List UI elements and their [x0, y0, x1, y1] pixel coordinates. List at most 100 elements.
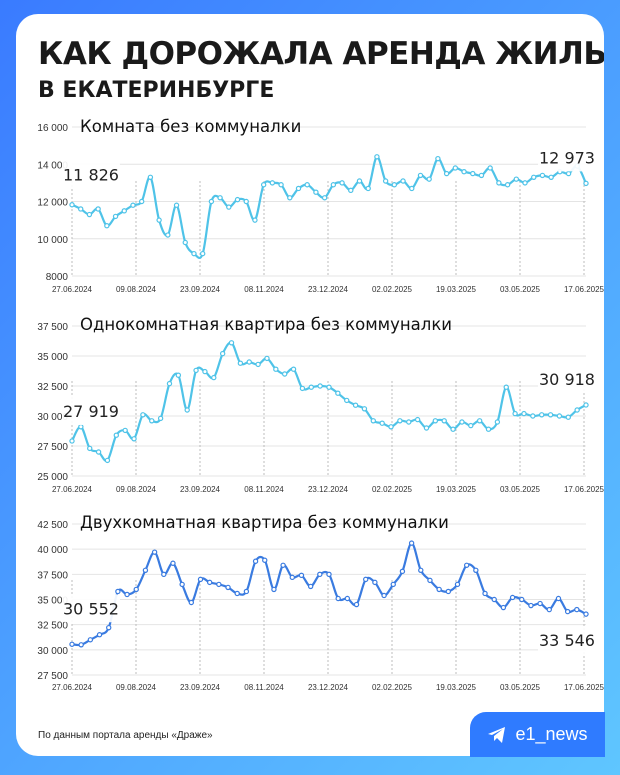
data-point [298, 572, 305, 579]
data-point [450, 426, 456, 432]
data-point [353, 601, 360, 608]
data-point [287, 195, 293, 201]
data-point [565, 170, 572, 177]
data-point [476, 418, 483, 424]
data-point [335, 390, 341, 396]
data-point [193, 367, 199, 374]
data-point [121, 208, 127, 214]
value-label-bg [538, 364, 596, 393]
data-point [246, 359, 252, 365]
data-point [138, 198, 145, 205]
data-point [417, 172, 424, 179]
data-point [87, 445, 93, 452]
brand-badge[interactable]: e1_news [470, 712, 605, 757]
data-point [463, 562, 470, 568]
y-tick-label: 32 500 [37, 382, 68, 393]
y-tick-label: 25 000 [37, 472, 68, 483]
data-point [281, 371, 288, 377]
chart-1: 8000 10 000 12 000 14 000 16 000 27.06.2024 09… [37, 117, 604, 294]
data-point [512, 410, 518, 417]
data-point [260, 182, 267, 188]
x-tick-label: 23.09.2024 [180, 683, 221, 692]
x-tick-label: 27.06.2024 [52, 285, 93, 294]
data-point [299, 385, 306, 392]
data-point [381, 592, 387, 599]
x-tick-label: 17.06.2025 [564, 485, 605, 494]
data-point [443, 170, 450, 177]
data-point [262, 557, 268, 563]
x-tick-label: 19.03.2025 [436, 485, 477, 494]
x-tick-label: 08.11.2024 [244, 285, 284, 294]
x-tick-label: 09.08.2024 [116, 285, 157, 294]
data-point [583, 180, 589, 187]
data-point [365, 185, 371, 192]
data-point [289, 574, 295, 581]
data-point [96, 632, 103, 638]
data-point [321, 195, 328, 201]
data-point [500, 604, 507, 611]
data-point [344, 595, 351, 602]
data-point [339, 180, 345, 186]
data-point [487, 165, 493, 171]
y-tick-label: 12 000 [37, 198, 68, 209]
data-point [326, 571, 332, 578]
data-point [131, 436, 137, 442]
data-point [513, 176, 520, 182]
data-point [179, 581, 185, 588]
data-point [252, 217, 258, 223]
x-tick-label: 23.09.2024 [180, 285, 221, 294]
page-title: КАК ДОРОЖАЛА АРЕНДА ЖИЛЬЯ [38, 36, 604, 72]
data-point [226, 204, 232, 210]
data-point [166, 380, 173, 387]
data-point [470, 170, 476, 177]
data-point [546, 606, 552, 613]
data-point [574, 606, 580, 613]
data-point [234, 590, 240, 597]
value-label-bg [538, 143, 596, 172]
x-tick-label: 23.12.2024 [308, 285, 349, 294]
data-point [414, 416, 421, 423]
data-point [317, 383, 323, 389]
data-point [399, 568, 406, 575]
data-point [565, 414, 571, 420]
data-point [188, 599, 195, 606]
brand-name: e1_news [515, 724, 588, 744]
data-point [531, 174, 537, 180]
data-point [197, 576, 204, 583]
x-tick-label: 02.02.2025 [372, 485, 413, 494]
y-tick-label: 42 500 [37, 520, 68, 531]
data-point [95, 206, 101, 212]
data-point [202, 368, 208, 375]
x-tick-label: 19.03.2025 [436, 285, 477, 294]
data-point [537, 600, 543, 607]
data-point [170, 560, 176, 566]
data-point [330, 182, 337, 188]
data-point [228, 340, 235, 346]
x-tick-label: 03.05.2025 [500, 485, 541, 494]
y-tick-label: 40 000 [37, 545, 68, 556]
data-point [112, 213, 119, 220]
telegram-icon [488, 726, 506, 743]
page-subtitle: В ЕКАТЕРИНБУРГЕ [38, 78, 275, 103]
data-point [391, 182, 398, 188]
data-point [504, 182, 511, 188]
y-tick-label: 35 000 [37, 352, 68, 363]
data-point [208, 198, 215, 205]
data-point [459, 419, 465, 425]
value-label-bg [538, 626, 596, 655]
data-point [519, 596, 525, 603]
data-point [191, 250, 197, 257]
data-point [555, 595, 562, 602]
y-tick-label: 27 500 [37, 671, 68, 682]
data-point [382, 178, 389, 184]
data-point [436, 586, 442, 593]
data-point [95, 449, 102, 455]
data-point [408, 540, 415, 546]
data-point [556, 413, 563, 419]
value-label: 33 546 [539, 631, 595, 650]
data-point [445, 588, 452, 595]
data-point [388, 424, 394, 430]
value-label-bg [62, 396, 120, 425]
data-point [106, 624, 112, 631]
